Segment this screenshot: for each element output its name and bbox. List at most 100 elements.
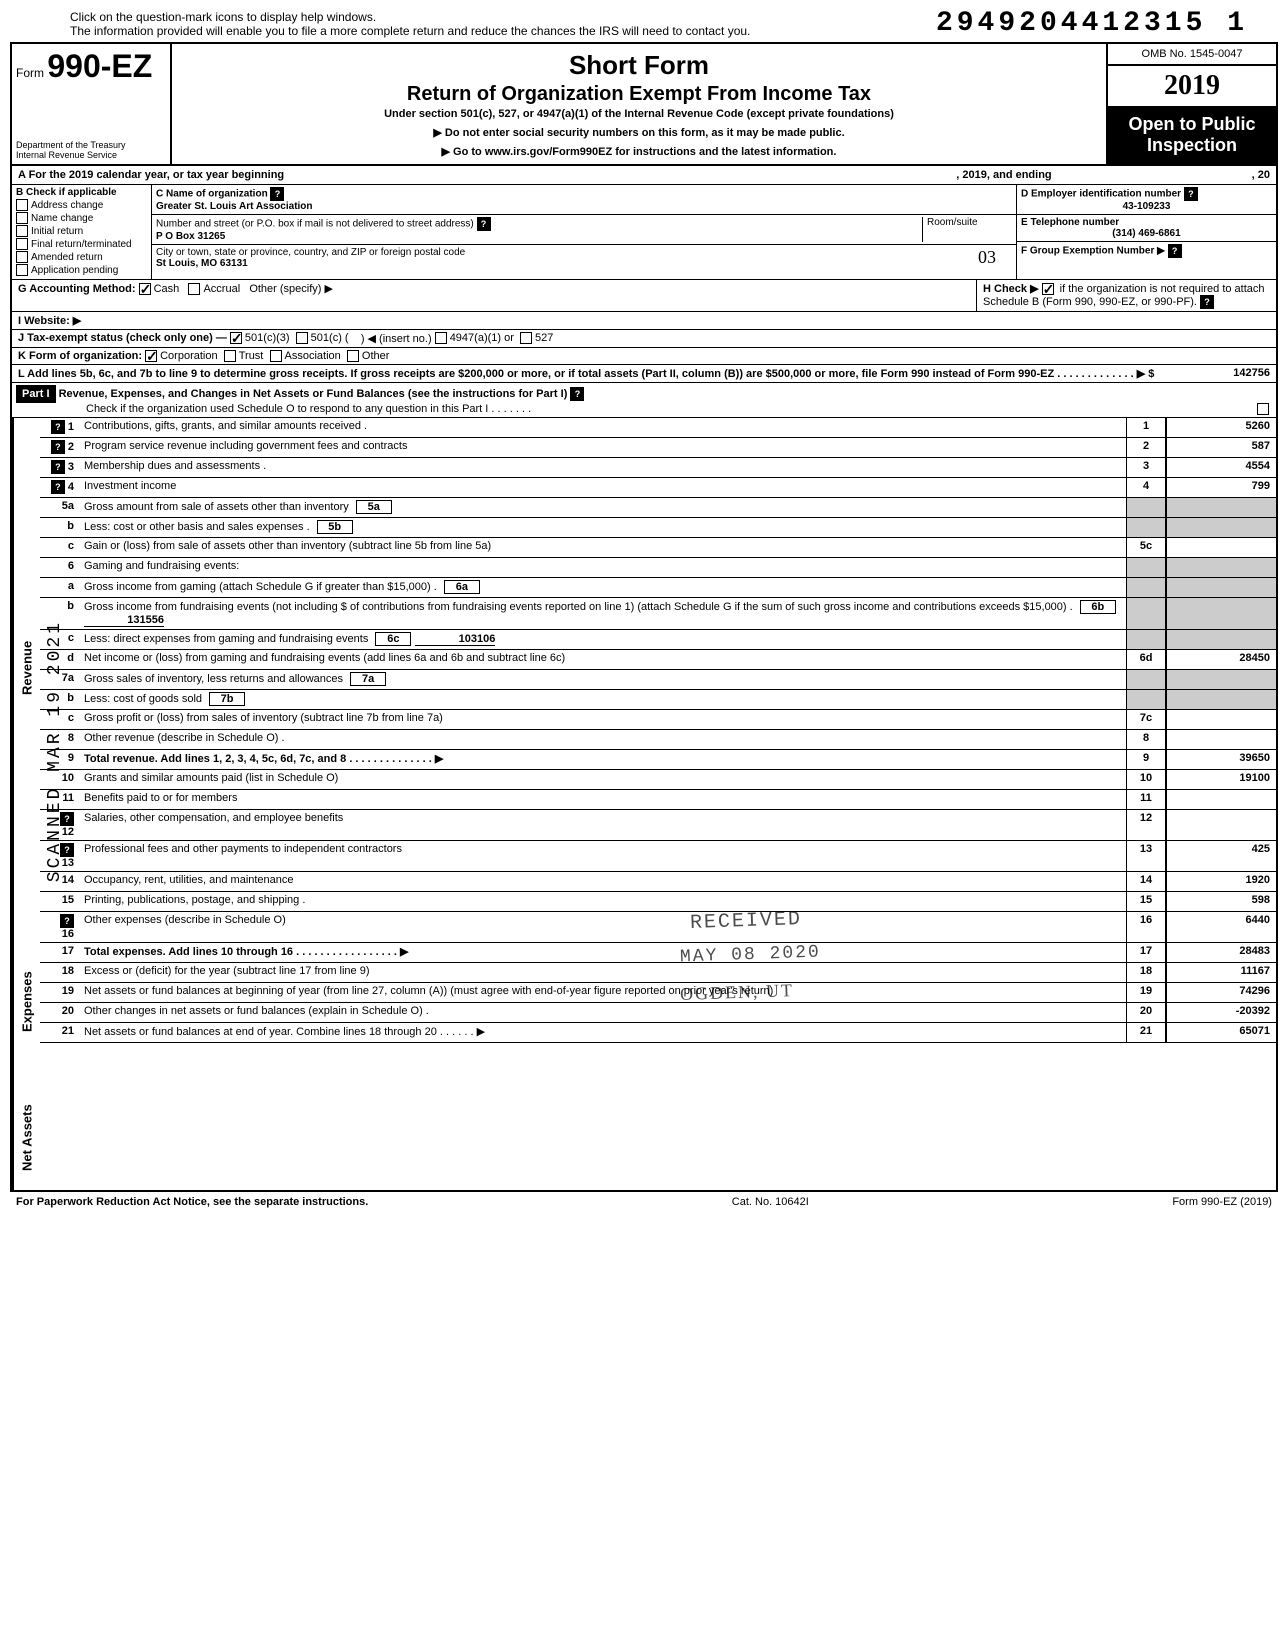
line-6: 6Gaming and fundraising events: (40, 558, 1276, 578)
block-b-checkbox[interactable] (16, 225, 28, 237)
line-box-11: 11 (1126, 790, 1166, 809)
line-amount-20: -20392 (1166, 1003, 1276, 1022)
line-box-7c: 7c (1126, 710, 1166, 729)
help-icon[interactable]: ? (1200, 295, 1214, 309)
line-21: 21Net assets or fund balances at end of … (40, 1023, 1276, 1043)
help-icon[interactable]: ? (270, 187, 284, 201)
cash-checkbox[interactable] (139, 283, 151, 295)
accrual-checkbox[interactable] (188, 283, 200, 295)
block-b-checkbox[interactable] (16, 212, 28, 224)
help-icon[interactable]: ? (60, 914, 74, 928)
line-amount-19: 74296 (1166, 983, 1276, 1002)
501c3-checkbox[interactable] (230, 332, 242, 344)
form-990ez: Form 990-EZ Department of the Treasury I… (10, 42, 1278, 1192)
line-amount-10: 19100 (1166, 770, 1276, 789)
line-amount-6d: 28450 (1166, 650, 1276, 669)
open-to-public: Open to Public Inspection (1108, 108, 1276, 164)
association-checkbox[interactable] (270, 350, 282, 362)
help-icon[interactable]: ? (1168, 244, 1182, 258)
block-b-label: Final return/terminated (31, 239, 132, 250)
line-box-6b (1126, 598, 1166, 629)
line-amount-13: 425 (1166, 841, 1276, 871)
line-amount-8 (1166, 730, 1276, 749)
block-b-label: Name change (31, 213, 93, 224)
line-box-7a (1126, 670, 1166, 689)
line-j: J Tax-exempt status (check only one) — 5… (12, 330, 1276, 348)
help-icon[interactable]: ? (51, 460, 65, 474)
inner-box-label: 6a (444, 580, 480, 594)
line-amount-4: 799 (1166, 478, 1276, 497)
line-box-6 (1126, 558, 1166, 577)
line-2: ? 2Program service revenue including gov… (40, 438, 1276, 458)
help-icon[interactable]: ? (477, 217, 491, 231)
line-box-15: 15 (1126, 892, 1166, 911)
org-name: Greater St. Louis Art Association (156, 201, 313, 212)
form-footer: For Paperwork Reduction Act Notice, see … (10, 1192, 1278, 1212)
help-icon[interactable]: ? (51, 440, 65, 454)
line-amount-15: 598 (1166, 892, 1276, 911)
part-1-body: Revenue Expenses Net Assets ? 1Contribut… (12, 418, 1276, 1190)
line-13: ? 13Professional fees and other payments… (40, 841, 1276, 872)
line-amount-9: 39650 (1166, 750, 1276, 769)
scanned-stamp: SCANNED MAR 19 2021 (45, 620, 65, 882)
527-checkbox[interactable] (520, 332, 532, 344)
line-box-8: 8 (1126, 730, 1166, 749)
help-icon[interactable]: ? (51, 480, 65, 494)
dept-treasury: Department of the Treasury Internal Reve… (16, 140, 166, 160)
line-20: 20Other changes in net assets or fund ba… (40, 1003, 1276, 1023)
501c-checkbox[interactable] (296, 332, 308, 344)
corporation-checkbox[interactable] (145, 350, 157, 362)
inner-amount: 131556 (84, 614, 164, 627)
block-b-checkbox[interactable] (16, 199, 28, 211)
inner-box-label: 6b (1080, 600, 1116, 614)
line-amount-14: 1920 (1166, 872, 1276, 891)
help-icon[interactable]: ? (570, 387, 584, 401)
trust-checkbox[interactable] (224, 350, 236, 362)
block-b-label: Application pending (31, 265, 118, 276)
line-7c: cGross profit or (loss) from sales of in… (40, 710, 1276, 730)
help-icon[interactable]: ? (1184, 187, 1198, 201)
line-k: K Form of organization: Corporation Trus… (12, 348, 1276, 365)
schedule-b-checkbox[interactable] (1042, 283, 1054, 295)
block-b-checkbox[interactable] (16, 251, 28, 263)
help-icon[interactable]: ? (51, 420, 65, 434)
line-box-3: 3 (1126, 458, 1166, 477)
line-box-14: 14 (1126, 872, 1166, 891)
omb-number: OMB No. 1545-0047 (1108, 44, 1276, 66)
inner-box-label: 7b (209, 692, 245, 706)
line-amount-7c (1166, 710, 1276, 729)
4947-checkbox[interactable] (435, 332, 447, 344)
schedule-o-checkbox[interactable] (1257, 403, 1269, 415)
inner-box-label: 6c (375, 632, 411, 646)
line-box-20: 20 (1126, 1003, 1166, 1022)
line-18: 18Excess or (deficit) for the year (subt… (40, 963, 1276, 983)
line-box-21: 21 (1126, 1023, 1166, 1042)
line-5b: bLess: cost or other basis and sales exp… (40, 518, 1276, 538)
form-number: Form 990-EZ (16, 48, 166, 85)
line-17: 17Total expenses. Add lines 10 through 1… (40, 943, 1276, 963)
line-amount-7a (1166, 670, 1276, 689)
line-box-18: 18 (1126, 963, 1166, 982)
line-8: 8Other revenue (describe in Schedule O) … (40, 730, 1276, 750)
inner-box-label: 5b (317, 520, 353, 534)
line-box-9: 9 (1126, 750, 1166, 769)
line-19: 19Net assets or fund balances at beginni… (40, 983, 1276, 1003)
line-7a: 7aGross sales of inventory, less returns… (40, 670, 1276, 690)
other-checkbox[interactable] (347, 350, 359, 362)
block-b-checkbox[interactable] (16, 238, 28, 250)
line-box-5b (1126, 518, 1166, 537)
city-state-zip: St Louis, MO 63131 (156, 258, 248, 269)
line-6c: cLess: direct expenses from gaming and f… (40, 630, 1276, 650)
line-14: 14Occupancy, rent, utilities, and mainte… (40, 872, 1276, 892)
line-box-17: 17 (1126, 943, 1166, 962)
line-i: I Website: ▶ (12, 312, 1276, 330)
block-b-checkbox[interactable] (16, 264, 28, 276)
line-box-12: 12 (1126, 810, 1166, 840)
block-d-e-f: D Employer identification number ? 43-10… (1016, 185, 1276, 279)
line-box-2: 2 (1126, 438, 1166, 457)
line-box-5c: 5c (1126, 538, 1166, 557)
form-header: Form 990-EZ Department of the Treasury I… (12, 44, 1276, 166)
line-amount-7b (1166, 690, 1276, 709)
line-box-13: 13 (1126, 841, 1166, 871)
line-box-10: 10 (1126, 770, 1166, 789)
